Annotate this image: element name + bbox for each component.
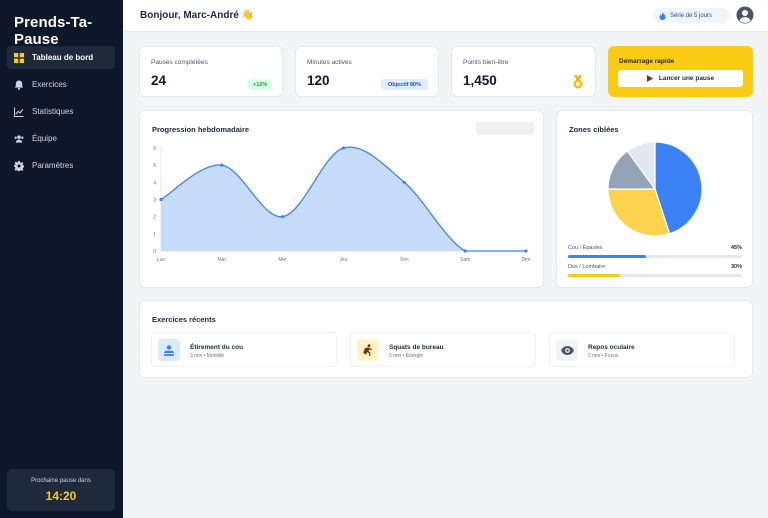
x-tick-label: Sam (460, 257, 470, 263)
recent-exercises-card: Exercices récents Étirement du cou 3 min… (139, 300, 753, 378)
exercise-name: Étirement du cou (190, 344, 244, 351)
zone-track (568, 255, 742, 258)
y-tick-label: 6 (153, 146, 156, 152)
bell-icon (14, 80, 24, 90)
start-pause-button[interactable]: Lancer une pause (618, 70, 743, 87)
zone-fill-bar (568, 274, 621, 277)
streak-badge[interactable]: Série de 5 jours (653, 8, 730, 23)
zones-title: Zones ciblées (569, 125, 619, 134)
exercise-item[interactable]: Étirement du cou 3 min • Mobilité (151, 332, 337, 367)
zones-card: Zones ciblées Cou / Épaules 45% Dos / Lo… (556, 110, 753, 288)
sidebar-item-dashboard[interactable]: Tableau de bord (7, 46, 115, 69)
weekly-progress-card: Progression hebdomadaire 0 1 2 3 4 5 6 Lun Mar Me… (139, 110, 544, 288)
x-tick-label: Dim (522, 257, 531, 263)
play-icon (646, 75, 653, 82)
quick-start-card: Démarrage rapide Lancer une pause (608, 46, 753, 97)
x-tick-label: Mer (278, 257, 287, 263)
stat-value: 24 (151, 73, 167, 88)
sidebar-item-label: Tableau de bord (32, 53, 94, 62)
sidebar-item-team[interactable]: Équipe (7, 127, 115, 150)
trend-badge: +12% (248, 79, 273, 90)
user-circle-icon[interactable] (736, 6, 754, 24)
area-fill (161, 147, 526, 251)
zone-percent: 45% (730, 245, 742, 251)
data-point (463, 249, 467, 253)
zone-track (568, 274, 742, 277)
x-tick-label: Lun (157, 257, 166, 263)
exercise-meta: 2 min • Focus (588, 353, 619, 359)
exercise-meta: 3 min • Mobilité (190, 353, 224, 359)
next-pause-widget: Prochaine pause dans 14:20 (7, 469, 115, 511)
pie-slice (654, 141, 703, 235)
y-tick-label: 5 (153, 163, 156, 169)
pie-slice (626, 141, 656, 191)
recent-title: Exercices récents (152, 315, 216, 324)
y-tick-label: 4 (153, 180, 156, 186)
zone-label: Dos / Lombaire (568, 264, 606, 270)
next-pause-timer: 14:20 (45, 489, 77, 503)
quick-start-title: Démarrage rapide (619, 58, 675, 65)
grid-icon (14, 52, 24, 63)
exercise-item[interactable]: Repos oculaire 2 min • Focus (549, 332, 735, 367)
data-point (220, 163, 224, 167)
x-tick-label: Jeu (339, 257, 347, 263)
exercise-meta: 5 min • Énergie (389, 353, 423, 359)
user-stretch-icon (158, 339, 180, 361)
stat-card-minutes: Minutes actives 120 Objectif 80% (295, 46, 439, 97)
stat-value: 120 (307, 73, 330, 88)
running-icon (357, 339, 379, 361)
sidebar-item-label: Exercices (32, 80, 67, 89)
gear-icon (14, 160, 24, 171)
sidebar-item-label: Paramètres (32, 161, 74, 170)
zones-pie-chart (607, 141, 703, 237)
data-point (281, 215, 285, 219)
pie-slice (607, 188, 671, 237)
brand-logo: Prends-Ta-Pause (14, 14, 93, 48)
weekly-line-chart: 0 1 2 3 4 5 6 Lun Mar Mer Jeu Ven Sam Dim (153, 146, 531, 263)
eye-icon (556, 339, 578, 361)
sidebar-item-label: Équipe (32, 134, 57, 143)
sidebar-item-statistics[interactable]: Statistiques (7, 100, 115, 123)
exercise-name: Squats de bureau (389, 344, 444, 351)
sidebar-item-label: Statistiques (32, 107, 74, 116)
data-point (341, 146, 346, 150)
exercise-item[interactable]: Squats de bureau 5 min • Énergie (350, 332, 536, 367)
top-bar: Bonjour, Marc-André 👋 Série de 5 jours (123, 0, 768, 32)
stat-value: 1,450 (463, 73, 497, 88)
y-tick-label: 3 (153, 198, 156, 204)
stat-card-points: Points bien-être 1,450 (451, 46, 596, 97)
sidebar-item-exercises[interactable]: Exercices (7, 73, 115, 96)
data-point (159, 197, 163, 202)
stat-label: Minutes actives (307, 59, 352, 66)
streak-label: Série de 5 jours (670, 12, 713, 19)
start-pause-label: Lancer une pause (658, 75, 715, 82)
medal-icon (572, 75, 584, 89)
x-tick-label: Mar (218, 257, 227, 263)
sidebar-item-settings[interactable]: Paramètres (7, 154, 115, 177)
goal-badge: Objectif 80% (381, 79, 428, 90)
y-tick-label: 0 (153, 249, 156, 255)
data-point (524, 249, 528, 253)
zone-percent: 30% (730, 264, 742, 270)
sidebar: Prends-Ta-Pause Tableau de bord Exercice… (0, 0, 123, 518)
flame-icon (659, 11, 666, 20)
y-tick-label: 1 (153, 232, 156, 238)
zone-fill-bar (568, 255, 647, 258)
next-pause-label: Prochaine pause dans (31, 478, 91, 484)
weekly-title: Progression hebdomadaire (152, 125, 250, 134)
greeting: Bonjour, Marc-André 👋 (140, 10, 255, 21)
data-point (402, 180, 406, 184)
stat-card-pauses: Pauses complétées 24 +12% (139, 46, 283, 97)
exercise-name: Repos oculaire (588, 344, 635, 351)
y-tick-label: 2 (153, 215, 156, 221)
zone-label: Cou / Épaules (568, 245, 603, 251)
period-select[interactable] (476, 122, 534, 135)
users-icon (14, 134, 24, 144)
stat-label: Pauses complétées (151, 59, 208, 66)
stat-label: Points bien-être (463, 59, 509, 66)
chart-line-icon (14, 107, 24, 117)
x-tick-label: Ven (400, 257, 409, 263)
